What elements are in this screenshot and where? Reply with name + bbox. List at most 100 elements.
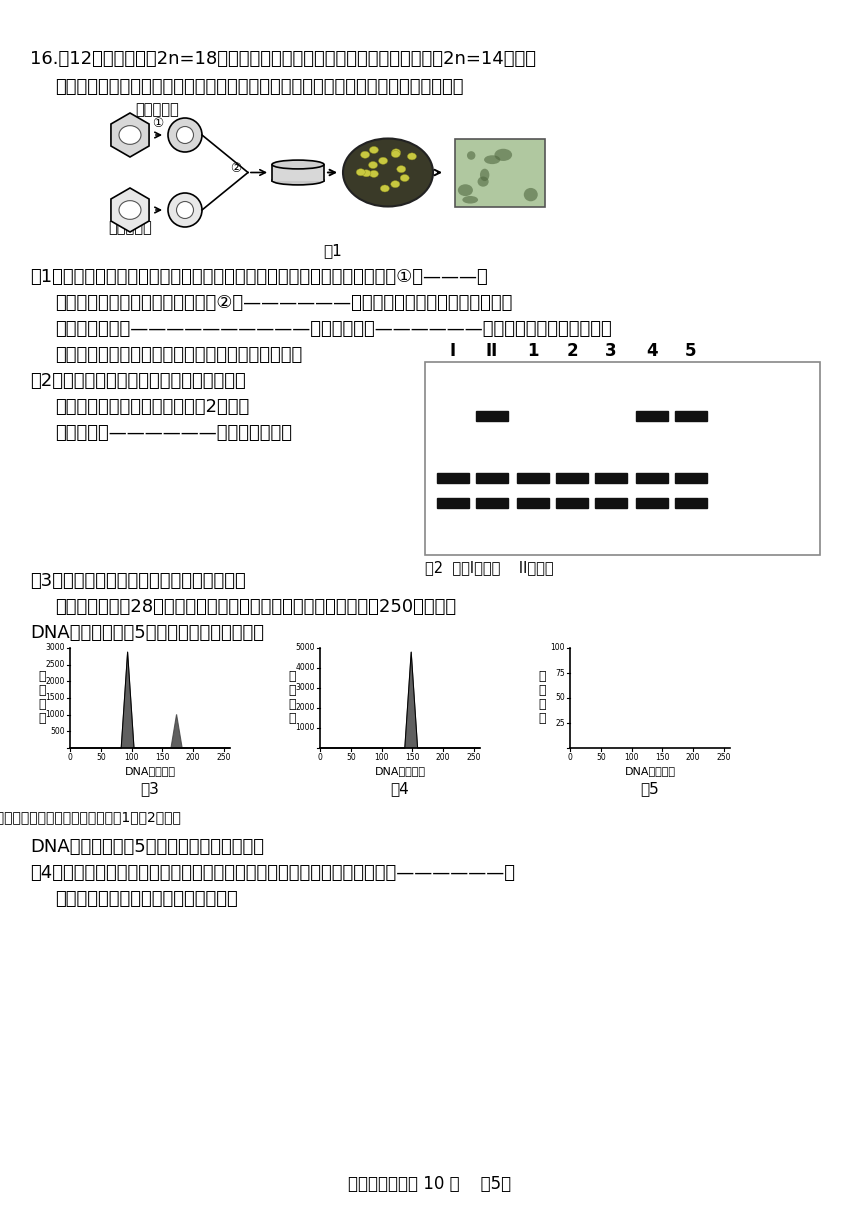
Text: DNA相对含量: DNA相对含量 [624, 766, 675, 776]
Text: 0: 0 [568, 753, 573, 762]
Text: 细
菌
数
目: 细 菌 数 目 [288, 670, 296, 726]
Ellipse shape [408, 153, 416, 160]
Text: 250: 250 [467, 753, 481, 762]
Text: 2000: 2000 [296, 703, 315, 713]
Ellipse shape [356, 169, 366, 176]
Text: 图5: 图5 [641, 781, 660, 796]
Text: 75: 75 [556, 669, 565, 677]
Bar [272, 165, 324, 181]
Text: 图2  注：I花椰菜    II紫罗兰: 图2 注：I花椰菜 II紫罗兰 [425, 560, 554, 575]
Text: 200: 200 [436, 753, 451, 762]
Text: 50: 50 [596, 753, 605, 762]
Polygon shape [165, 714, 187, 748]
Text: ②: ② [230, 161, 242, 175]
Bar [437, 498, 469, 507]
Text: 3000: 3000 [46, 643, 65, 652]
Ellipse shape [391, 149, 401, 155]
Ellipse shape [477, 176, 488, 187]
Text: 2500: 2500 [46, 660, 65, 669]
Text: 5: 5 [685, 342, 697, 361]
Ellipse shape [272, 160, 324, 169]
Text: 0: 0 [68, 753, 72, 762]
Text: 50: 50 [556, 693, 565, 703]
Text: 细
菌
数
目: 细 菌 数 目 [538, 670, 546, 726]
Bar [517, 498, 549, 507]
Text: 1000: 1000 [296, 724, 315, 732]
Ellipse shape [467, 152, 476, 160]
Text: 25: 25 [556, 719, 565, 727]
Ellipse shape [362, 170, 371, 177]
Ellipse shape [380, 185, 390, 192]
Ellipse shape [343, 138, 433, 206]
Bar [476, 472, 508, 483]
Text: 3: 3 [605, 342, 617, 361]
Bar [476, 498, 508, 507]
Ellipse shape [390, 181, 400, 188]
Text: 200: 200 [685, 753, 700, 762]
Text: 16.（12分）花椰菜（2n=18）种植时容易遇受病菌侵害形成病斑，紫罗兰（2n=14）具有: 16.（12分）花椰菜（2n=18）种植时容易遇受病菌侵害形成病斑，紫罗兰（2n… [30, 50, 536, 68]
Text: 择叶片形态特征介于二者之间的植株作为待测植株。: 择叶片形态特征介于二者之间的植株作为待测植株。 [55, 346, 302, 364]
Text: DNA相对含量: DNA相对含量 [125, 766, 175, 776]
Text: 100: 100 [624, 753, 639, 762]
Ellipse shape [119, 126, 141, 144]
Text: 植株中某些特徂性蛋白，结果图2所示。: 植株中某些特徂性蛋白，结果图2所示。 [55, 398, 249, 416]
Ellipse shape [119, 200, 141, 220]
Bar [675, 498, 707, 507]
Text: 50: 50 [346, 753, 356, 762]
Ellipse shape [524, 188, 538, 202]
Text: （注：花椰菜和紫罗兰的测量结果如图1和图2所示）: （注：花椰菜和紫罗兰的测量结果如图1和图2所示） [0, 810, 181, 824]
Text: 3000: 3000 [296, 683, 315, 692]
Bar [425, 362, 820, 555]
Text: 高二生物试卷共 10 页    第5页: 高二生物试卷共 10 页 第5页 [348, 1175, 512, 1193]
Text: 细
菌
数
目: 细 菌 数 目 [38, 670, 46, 726]
Ellipse shape [369, 161, 378, 169]
Polygon shape [111, 113, 149, 157]
Text: DNA相对含量: DNA相对含量 [374, 766, 426, 776]
Text: 150: 150 [655, 753, 670, 762]
Bar [675, 412, 707, 421]
Text: 2: 2 [566, 342, 578, 361]
Ellipse shape [176, 202, 194, 219]
Ellipse shape [370, 170, 378, 177]
Text: 500: 500 [51, 727, 65, 736]
Text: 现大多数细胞为28条。取杂种植株部分组织，用流式细胞仪测定约250个细胞的: 现大多数细胞为28条。取杂种植株部分组织，用流式细胞仪测定约250个细胞的 [55, 599, 456, 615]
Bar [595, 472, 627, 483]
Bar [455, 138, 545, 206]
Text: 4: 4 [646, 342, 658, 361]
Text: ①: ① [152, 117, 163, 130]
Text: 镜下选择特征为——————————的细胞，通过——————技术形成试管苗。进一步选: 镜下选择特征为——————————的细胞，通过——————技术形成试管苗。进一步… [55, 320, 611, 337]
Ellipse shape [272, 176, 324, 185]
Ellipse shape [463, 195, 478, 204]
Text: 紫罗兰叶片: 紫罗兰叶片 [108, 220, 151, 236]
Ellipse shape [391, 151, 400, 158]
Ellipse shape [360, 152, 370, 158]
Ellipse shape [396, 165, 406, 172]
Text: （3）检测筛选到的杂种植株某色体数目，发: （3）检测筛选到的杂种植株某色体数目，发 [30, 572, 246, 590]
Text: 4000: 4000 [296, 664, 315, 673]
Ellipse shape [484, 155, 501, 164]
Ellipse shape [494, 149, 512, 161]
Text: 50: 50 [96, 753, 106, 762]
Text: 1: 1 [527, 342, 538, 361]
Bar [476, 412, 508, 421]
Ellipse shape [458, 185, 473, 197]
Ellipse shape [378, 158, 388, 164]
Bar [636, 412, 668, 421]
Text: 0: 0 [317, 753, 322, 762]
Text: 5000: 5000 [296, 643, 315, 652]
Text: I: I [450, 342, 456, 361]
Ellipse shape [370, 147, 378, 153]
Text: 100: 100 [125, 753, 138, 762]
Text: （1）科研人员分别取紫罗兰叶肉细胞和黑暗处发芽的花椰菜胚轴细胞，过程①经———酶: （1）科研人员分别取紫罗兰叶肉细胞和黑暗处发芽的花椰菜胚轴细胞，过程①经———酶 [30, 268, 488, 287]
Polygon shape [70, 652, 230, 748]
Bar [636, 498, 668, 507]
Text: 1000: 1000 [46, 710, 65, 719]
Text: 100: 100 [374, 753, 389, 762]
Text: 处理后，得到两种原生质体。过程②用——————试剂诱导两种原生质体融合，显微: 处理后，得到两种原生质体。过程②用——————试剂诱导两种原生质体融合，显微 [55, 294, 513, 312]
Text: 据图判断，——————号为杂种植株。: 据图判断，——————号为杂种植株。 [55, 424, 292, 442]
Text: 200: 200 [186, 753, 200, 762]
Bar [556, 498, 588, 507]
Text: 一定的抗病性。科研人员利用植物体细胞杂交技术培育具有抗病性状的花椰菜新品种。: 一定的抗病性。科研人员利用植物体细胞杂交技术培育具有抗病性状的花椰菜新品种。 [55, 78, 464, 96]
Text: 图4: 图4 [390, 781, 409, 796]
Ellipse shape [480, 169, 489, 181]
